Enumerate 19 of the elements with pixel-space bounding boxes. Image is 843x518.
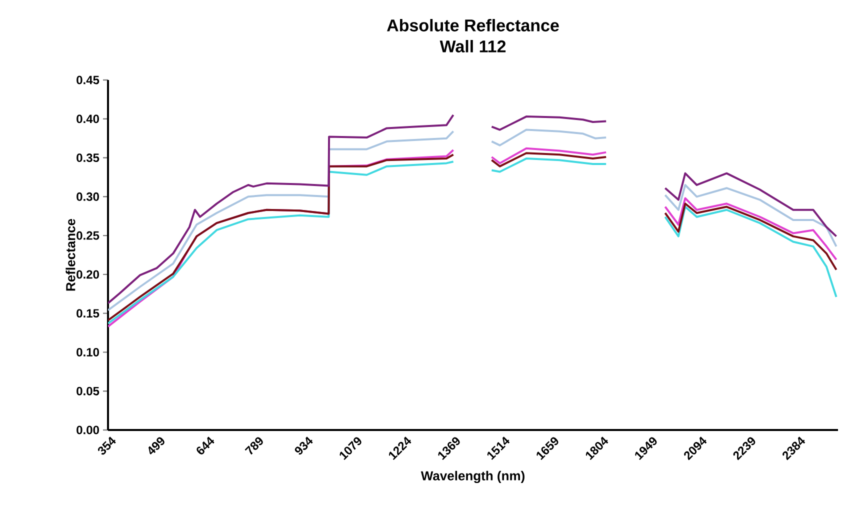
x-axis-title: Wavelength (nm) (420, 470, 524, 484)
y-tick-label: 0.10 (76, 348, 99, 356)
y-tick-label: 0.40 (76, 114, 99, 124)
y-tick-label: 0.00 (76, 426, 99, 434)
chart-title: Absolute Reflectance (386, 18, 559, 32)
y-tick-label: 0.20 (76, 270, 99, 279)
x-tick-label: 644 (196, 436, 214, 454)
x-tick-label: 499 (148, 437, 164, 455)
x-tick-label: 354 (98, 436, 116, 455)
x-tick-label: 934 (294, 436, 313, 455)
x-tick-label: 789 (244, 437, 263, 455)
y-tick-label: 0.35 (76, 154, 100, 162)
y-tick-label: 0.30 (76, 192, 99, 201)
y-tick-label: 0.25 (76, 231, 100, 240)
y-axis-title: Reflectance (66, 218, 76, 291)
y-tick-label: 0.45 (76, 76, 100, 84)
y-tick-label: 0.05 (76, 386, 100, 396)
y-tick-label: 0.15 (76, 309, 100, 318)
chart-subtitle: Wall 112 (440, 40, 506, 52)
